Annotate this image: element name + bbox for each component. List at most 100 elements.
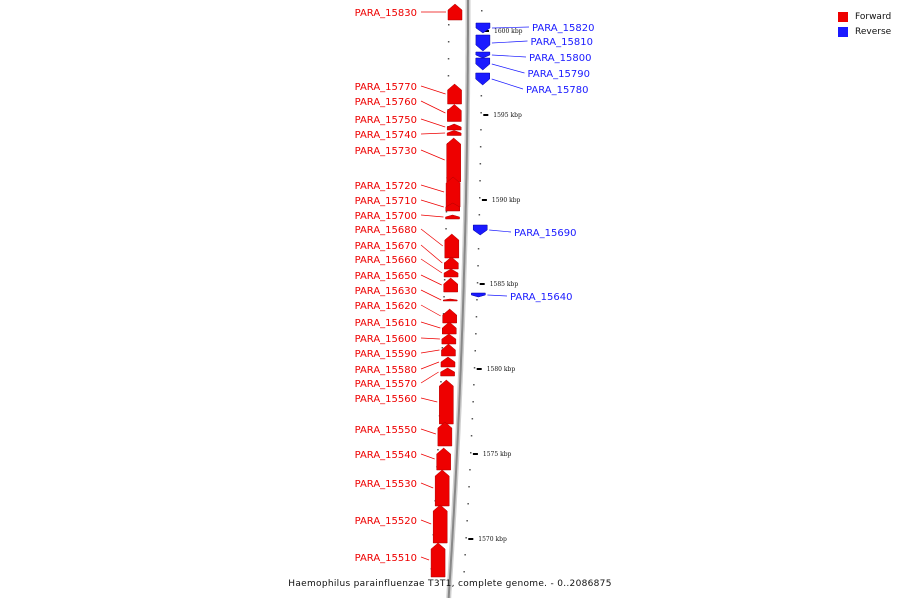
- minor-tick: [445, 211, 448, 213]
- legend-item-forward: Forward: [838, 9, 891, 24]
- forward-gene-arrow: [440, 367, 455, 377]
- minor-tick: [471, 418, 474, 420]
- forward-swatch-icon: [838, 11, 848, 22]
- tick-label: 1590 kbp: [492, 197, 521, 204]
- gene-leader-line: [420, 258, 443, 274]
- gene-leader-line: [420, 244, 443, 264]
- gene-leader-line: [420, 349, 440, 354]
- minor-tick: [479, 197, 481, 199]
- minor-tick: [443, 296, 445, 298]
- minor-tick: [466, 520, 468, 522]
- gene-label: PARA_15780: [526, 85, 588, 96]
- gene-leader-line: [491, 63, 525, 74]
- forward-gene-arrow: [436, 447, 451, 471]
- tick-label: 1595 kbp: [493, 112, 522, 119]
- gene-label: PARA_15530: [355, 479, 417, 490]
- gene-label: PARA_15570: [355, 379, 417, 390]
- tick-label: 1585 kbp: [490, 281, 519, 288]
- gene-leader-line: [491, 54, 527, 58]
- gene-label: PARA_15520: [355, 516, 417, 527]
- minor-tick: [443, 279, 446, 281]
- reverse-swatch-icon: [838, 26, 848, 37]
- minor-tick: [470, 435, 473, 437]
- reverse-gene-arrow: [475, 51, 491, 59]
- forward-gene-arrow: [444, 256, 459, 270]
- legend-label-reverse: Reverse: [855, 26, 892, 37]
- gene-label: PARA_15710: [355, 196, 417, 207]
- forward-gene-arrow: [446, 123, 462, 131]
- forward-gene-arrow: [442, 298, 458, 302]
- gene-label: PARA_15740: [355, 130, 417, 141]
- tick-mark: [479, 283, 485, 285]
- minor-tick: [479, 180, 481, 182]
- gene-label: PARA_15580: [355, 365, 417, 376]
- minor-tick: [472, 401, 474, 403]
- minor-tick: [469, 469, 471, 471]
- tick-mark: [481, 199, 487, 201]
- genome-caption: Haemophilus parainfluenzae T3T1, complet…: [288, 579, 612, 589]
- minor-tick: [480, 129, 482, 131]
- gene-label: PARA_15830: [355, 8, 417, 19]
- gene-leader-line: [491, 26, 530, 29]
- minor-tick: [468, 486, 470, 488]
- tick-label: 1570 kbp: [478, 536, 507, 543]
- tick-mark: [468, 538, 474, 540]
- gene-leader-line: [420, 556, 430, 561]
- minor-tick: [463, 571, 465, 573]
- reverse-gene-arrow: [475, 72, 490, 86]
- tick-mark: [472, 453, 478, 455]
- gene-label: PARA_15680: [355, 225, 417, 236]
- forward-gene-arrow: [447, 83, 462, 105]
- tick-label: 1580 kbp: [487, 366, 516, 373]
- forward-gene-arrow: [430, 542, 446, 578]
- minor-tick: [477, 265, 479, 267]
- gene-leader-line: [420, 149, 445, 161]
- gene-label: PARA_15660: [355, 255, 417, 266]
- tick-mark: [483, 114, 489, 116]
- forward-gene-arrow: [445, 202, 461, 212]
- forward-gene-arrow: [439, 379, 454, 425]
- minor-tick: [467, 503, 469, 505]
- gene-label: PARA_15790: [528, 69, 590, 80]
- minor-tick: [445, 228, 447, 230]
- tick-label: 1600 kbp: [494, 28, 523, 35]
- gene-leader-line: [487, 294, 508, 297]
- gene-leader-line: [420, 85, 446, 95]
- reverse-gene-arrow: [471, 292, 486, 298]
- minor-tick: [475, 333, 477, 335]
- gene-label: PARA_15720: [355, 181, 417, 192]
- legend-label-forward: Forward: [855, 11, 892, 22]
- gene-label: PARA_15810: [531, 37, 593, 48]
- gene-label: PARA_15670: [355, 241, 417, 252]
- gene-leader-line: [420, 289, 442, 301]
- gene-label: PARA_15650: [355, 271, 417, 282]
- gene-leader-line: [491, 40, 528, 44]
- minor-tick: [437, 449, 439, 451]
- minor-tick: [473, 384, 475, 386]
- legend: Forward Reverse: [838, 9, 891, 39]
- gene-leader-line: [420, 304, 441, 317]
- gene-leader-line: [420, 453, 435, 460]
- minor-tick: [464, 554, 466, 556]
- forward-gene-arrow: [443, 268, 459, 278]
- forward-gene-arrow: [442, 321, 457, 335]
- minor-tick: [480, 112, 482, 114]
- gene-leader-line: [420, 199, 444, 208]
- minor-tick: [478, 214, 481, 216]
- minor-tick: [440, 381, 442, 383]
- gene-label: PARA_15610: [355, 318, 417, 329]
- backbone-line: [447, 0, 469, 599]
- tick-label: 1575 kbp: [483, 451, 512, 458]
- gene-label: PARA_15540: [355, 450, 417, 461]
- minor-tick: [475, 316, 478, 318]
- forward-gene-arrow: [445, 176, 461, 208]
- forward-gene-arrow: [445, 214, 460, 220]
- forward-gene-arrow: [432, 504, 448, 544]
- minor-tick: [480, 95, 483, 97]
- gene-label: PARA_15630: [355, 286, 417, 297]
- gene-label: PARA_15510: [355, 553, 417, 564]
- minor-tick: [474, 350, 476, 352]
- gene-leader-line: [420, 321, 441, 329]
- gene-label: PARA_15750: [355, 115, 417, 126]
